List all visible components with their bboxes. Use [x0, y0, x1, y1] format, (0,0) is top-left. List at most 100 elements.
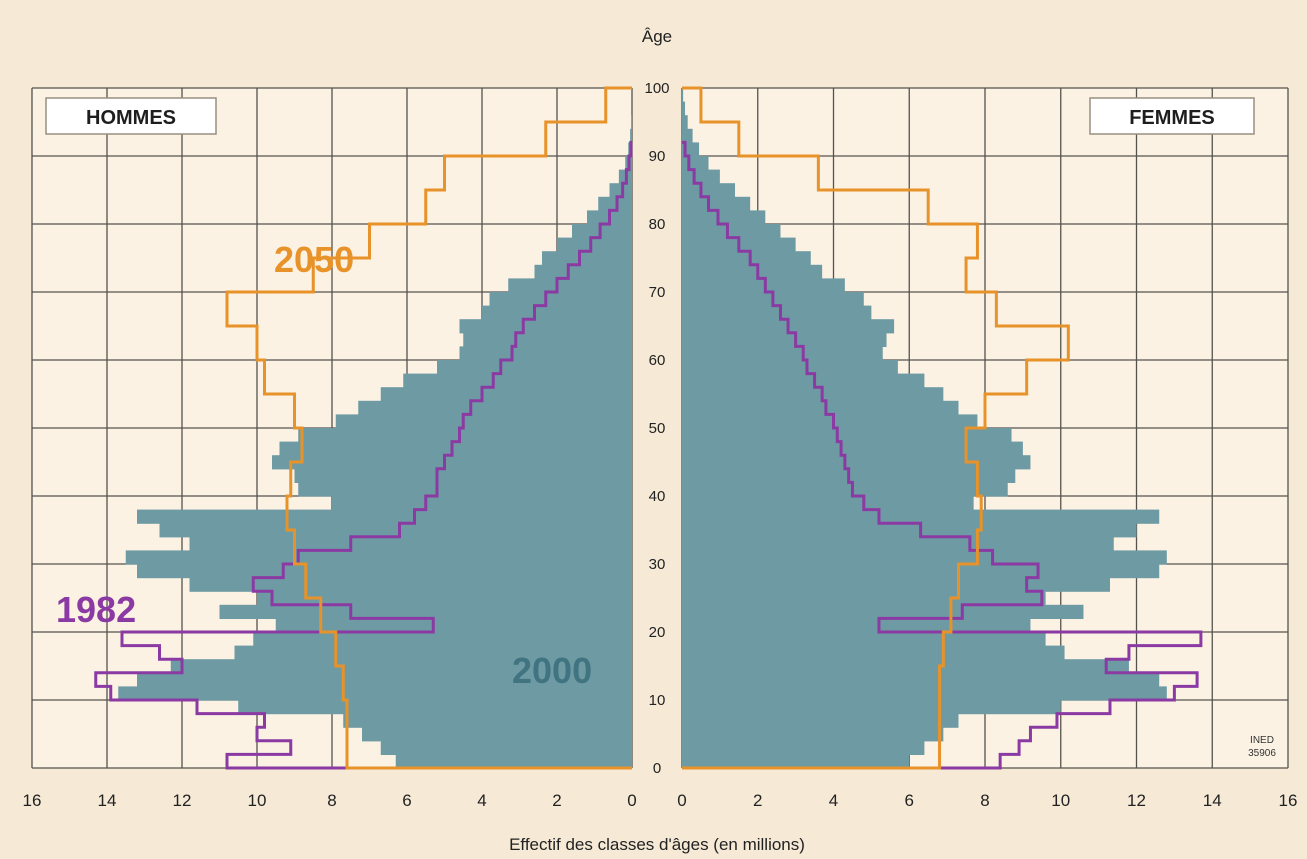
bar-2000-femmes	[682, 686, 1167, 700]
bar-2000-femmes	[682, 714, 958, 728]
x-tick-label-femmes: 8	[980, 791, 989, 810]
x-tick-label-hommes: 10	[248, 791, 267, 810]
age-tick-label: 80	[649, 216, 666, 233]
bar-2000-hommes	[298, 482, 632, 496]
bar-2000-hommes	[508, 278, 632, 292]
bar-2000-femmes	[682, 360, 898, 374]
hommes-label: HOMMES	[86, 107, 176, 129]
age-tick-label: 0	[653, 760, 661, 777]
bar-2000-femmes	[682, 673, 1159, 687]
x-tick-label-femmes: 0	[677, 791, 686, 810]
bar-2000-femmes	[682, 210, 765, 224]
age-tick-label: 30	[649, 556, 666, 573]
x-tick-label-hommes: 8	[327, 791, 336, 810]
bar-2000-hommes	[137, 564, 632, 578]
x-tick-label-femmes: 10	[1051, 791, 1070, 810]
bar-2000-femmes	[682, 115, 688, 129]
bar-2000-hommes	[598, 197, 632, 211]
bar-2000-hommes	[631, 115, 632, 129]
bar-2000-femmes	[682, 197, 750, 211]
age-tick-label: 60	[649, 352, 666, 369]
hommes-label-box: HOMMES	[46, 98, 216, 134]
bar-2000-hommes	[482, 306, 632, 320]
bar-2000-hommes	[630, 129, 632, 143]
bar-2000-hommes	[557, 238, 632, 252]
bar-2000-hommes	[396, 754, 632, 768]
x-tick-label-hommes: 6	[402, 791, 411, 810]
bar-2000-femmes	[682, 156, 709, 170]
bar-2000-femmes	[682, 510, 1159, 524]
bar-2000-femmes	[682, 88, 683, 102]
x-tick-label-femmes: 2	[753, 791, 762, 810]
y-axis-title: Âge	[642, 27, 672, 46]
bar-2000-hommes	[160, 523, 633, 537]
bar-2000-femmes	[682, 646, 1065, 660]
age-tick-label: 90	[649, 148, 666, 165]
bar-2000-hommes	[460, 319, 633, 333]
bar-2000-femmes	[682, 333, 887, 347]
bar-2000-femmes	[682, 550, 1167, 564]
bar-2000-hommes	[535, 265, 633, 279]
x-tick-label-hommes: 16	[23, 791, 42, 810]
age-tick-label: 20	[649, 624, 666, 641]
bar-2000-femmes	[682, 306, 871, 320]
bar-2000-hommes	[358, 401, 632, 415]
femmes-label-box: FEMMES	[1090, 98, 1254, 134]
x-tick-label-hommes: 14	[98, 791, 117, 810]
x-tick-label-hommes: 12	[173, 791, 192, 810]
bar-2000-hommes	[490, 292, 633, 306]
bar-2000-hommes	[190, 578, 633, 592]
bar-2000-femmes	[682, 183, 735, 197]
series-label-2000: 2000	[512, 650, 592, 691]
bar-2000-hommes	[280, 442, 633, 456]
bar-2000-hommes	[572, 224, 632, 238]
age-tick-label: 10	[649, 692, 666, 709]
bar-2000-hommes	[463, 333, 632, 347]
x-axis-title: Effectif des classes d'âges (en millions…	[509, 835, 805, 854]
bar-2000-femmes	[682, 251, 811, 265]
age-tick-label: 70	[649, 284, 666, 301]
bar-2000-femmes	[682, 401, 958, 415]
x-tick-label-femmes: 4	[829, 791, 838, 810]
bar-2000-femmes	[682, 414, 977, 428]
bar-2000-hommes	[362, 727, 632, 741]
bar-2000-hommes	[610, 183, 633, 197]
bar-2000-hommes	[381, 387, 632, 401]
bar-2000-hommes	[276, 618, 632, 632]
bar-2000-femmes	[682, 442, 1023, 456]
bar-2000-femmes	[682, 632, 1046, 646]
bar-2000-femmes	[682, 102, 685, 116]
bar-2000-femmes	[682, 700, 1061, 714]
bar-2000-hommes	[272, 455, 632, 469]
bar-2000-femmes	[682, 537, 1114, 551]
bar-2000-femmes	[682, 591, 1046, 605]
source-note-line2: 35906	[1248, 748, 1276, 759]
bar-2000-femmes	[682, 659, 1129, 673]
x-tick-label-femmes: 12	[1127, 791, 1146, 810]
bar-2000-femmes	[682, 578, 1110, 592]
series-label-1982: 1982	[56, 589, 136, 630]
bar-2000-hommes	[220, 605, 633, 619]
bar-2000-hommes	[137, 510, 632, 524]
bar-2000-hommes	[253, 632, 632, 646]
bar-2000-femmes	[682, 741, 924, 755]
bar-2000-hommes	[403, 374, 632, 388]
x-tick-label-hommes: 0	[627, 791, 636, 810]
bar-2000-hommes	[295, 469, 633, 483]
age-tick-label: 50	[649, 420, 666, 437]
bar-2000-femmes	[682, 374, 924, 388]
bar-2000-femmes	[682, 224, 780, 238]
bar-2000-femmes	[682, 754, 909, 768]
age-tick-label: 40	[649, 488, 666, 505]
bar-2000-hommes	[332, 496, 632, 510]
source-note-line1: INED	[1250, 735, 1274, 746]
bar-2000-femmes	[682, 523, 1137, 537]
series-label-2050: 2050	[274, 239, 354, 280]
bar-2000-femmes	[682, 346, 883, 360]
bar-2000-hommes	[460, 346, 633, 360]
bar-2000-hommes	[437, 360, 632, 374]
bar-2000-femmes	[682, 278, 845, 292]
bar-2000-femmes	[682, 428, 1012, 442]
bar-2000-femmes	[682, 482, 1008, 496]
